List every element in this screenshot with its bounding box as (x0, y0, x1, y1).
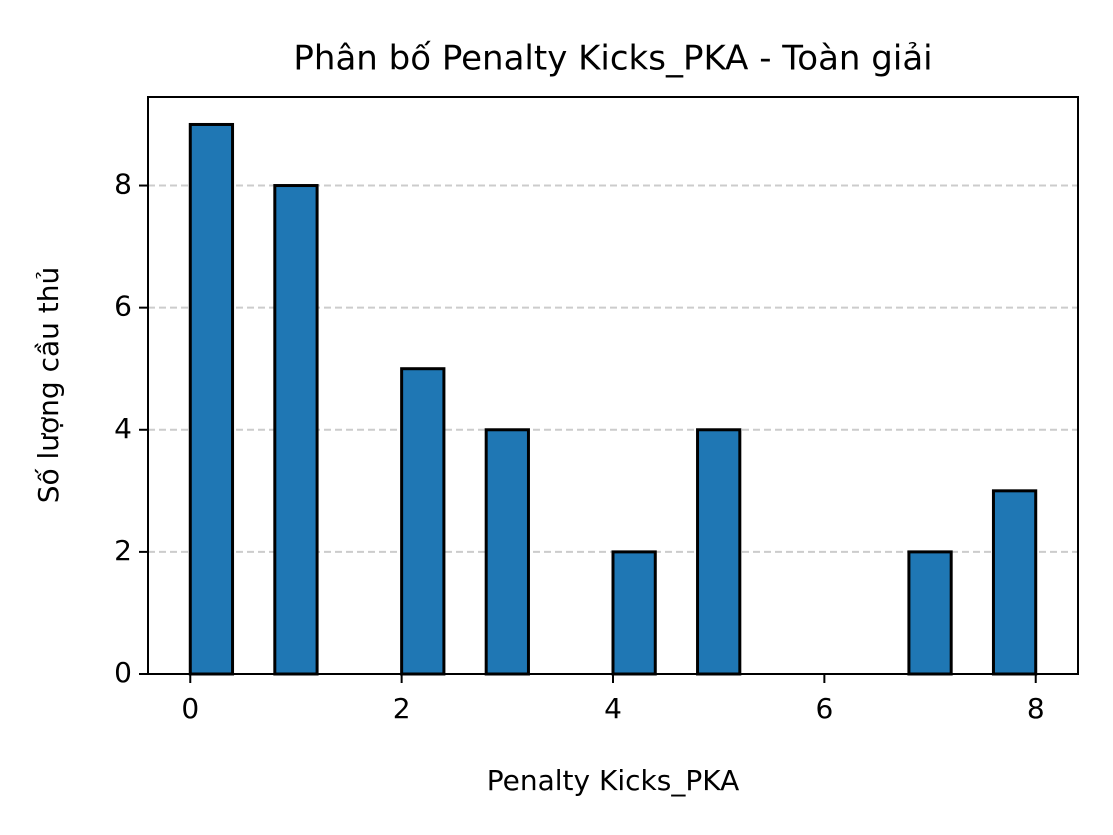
x-tick-label: 6 (815, 692, 833, 725)
y-tick-label: 2 (114, 534, 132, 567)
y-tick-label: 0 (114, 656, 132, 689)
y-tick-label: 4 (114, 412, 132, 445)
bar (696, 428, 742, 676)
bars (188, 122, 1038, 676)
y-tick-label: 6 (114, 290, 132, 323)
bar (907, 550, 953, 676)
x-tick-label: 0 (181, 692, 199, 725)
x-axis-label: Penalty Kicks_PKA (487, 764, 740, 797)
bar (484, 428, 530, 676)
bar (188, 122, 235, 676)
bar (273, 184, 319, 676)
x-tick-label: 8 (1027, 692, 1045, 725)
x-tick-label: 4 (604, 692, 622, 725)
bar (991, 489, 1038, 676)
chart-title: Phân bố Penalty Kicks_PKA - Toàn giải (293, 39, 932, 79)
bar (611, 550, 657, 676)
bar (400, 367, 446, 676)
ticks: 0 2 4 6 8 0 2 4 6 8 (114, 168, 1044, 725)
y-axis-label: Số lượng cầu thủ (32, 267, 65, 504)
x-tick-label: 2 (393, 692, 411, 725)
y-tick-label: 8 (114, 168, 132, 201)
